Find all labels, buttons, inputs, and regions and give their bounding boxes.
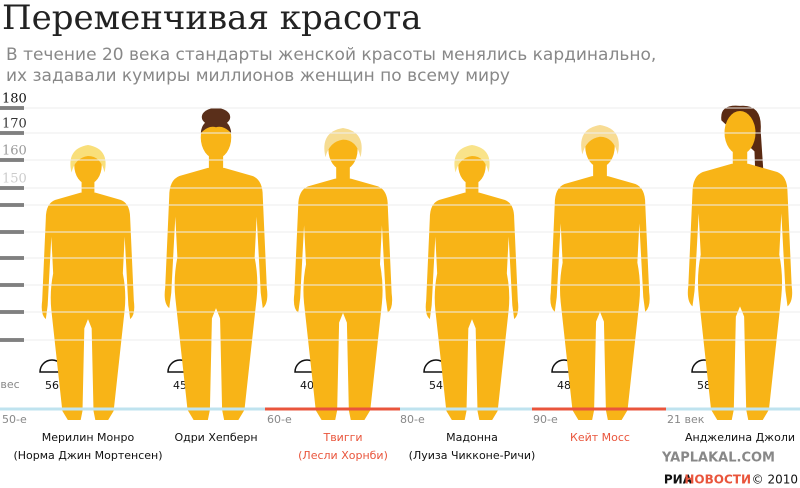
watermark: YAPLAKAL.COM	[661, 451, 775, 466]
name: Кейт Мосс	[570, 431, 630, 444]
decade-label: 80-е	[400, 413, 425, 426]
figure	[164, 107, 268, 420]
name: Мерилин Монро	[42, 431, 135, 444]
name: Твигги	[322, 431, 362, 444]
hair	[200, 120, 232, 134]
hair	[324, 128, 362, 158]
figure	[687, 105, 793, 420]
neck	[593, 162, 607, 181]
scale-label: 180	[2, 92, 27, 107]
hair	[581, 125, 619, 155]
name: Одри Хепберн	[174, 431, 257, 444]
hair	[70, 145, 106, 173]
body	[41, 192, 135, 420]
real-name: (Лесли Хорнби)	[298, 449, 388, 462]
neck	[732, 149, 748, 168]
figure	[425, 145, 519, 420]
subtitle: В течение 20 века стандарты женской крас…	[6, 45, 656, 65]
name: Анджелина Джоли	[685, 431, 795, 444]
copyright: © 2010	[752, 473, 798, 487]
scale-label: 150	[2, 172, 27, 187]
brand: НОВОСТИ	[684, 473, 751, 487]
brand: РИА	[664, 473, 693, 487]
scale-label: 170	[2, 117, 27, 132]
weight: 54	[429, 379, 443, 392]
decade-label: 50-е	[2, 413, 27, 426]
weight-label: вес	[0, 378, 19, 391]
hair	[721, 105, 767, 224]
name: Мадонна	[446, 431, 498, 444]
body	[550, 176, 650, 420]
body	[425, 192, 519, 420]
figure	[41, 145, 135, 420]
weight: 48	[557, 379, 571, 392]
scale-label: 160	[2, 144, 27, 159]
weight: 40	[300, 379, 314, 392]
subtitle: их задавали кумиры миллионов женщин по в…	[6, 66, 510, 86]
figure	[293, 128, 393, 420]
body	[164, 167, 268, 420]
real-name: (Луиза Чикконе-Ричи)	[409, 449, 536, 462]
neck	[336, 164, 350, 183]
weight: 58	[697, 379, 711, 392]
title: Переменчивая красота	[2, 0, 422, 38]
real-name: (Норма Джин Мортенсен)	[13, 449, 162, 462]
body	[687, 163, 793, 420]
decade-label: 21 век	[667, 413, 705, 426]
weight: 45	[173, 379, 187, 392]
decade-label: 90-е	[533, 413, 558, 426]
decade-label: 60-е	[267, 413, 292, 426]
body	[293, 178, 393, 420]
neck	[208, 153, 224, 172]
figure	[550, 125, 650, 420]
hair	[454, 145, 490, 173]
weight: 56	[45, 379, 59, 392]
